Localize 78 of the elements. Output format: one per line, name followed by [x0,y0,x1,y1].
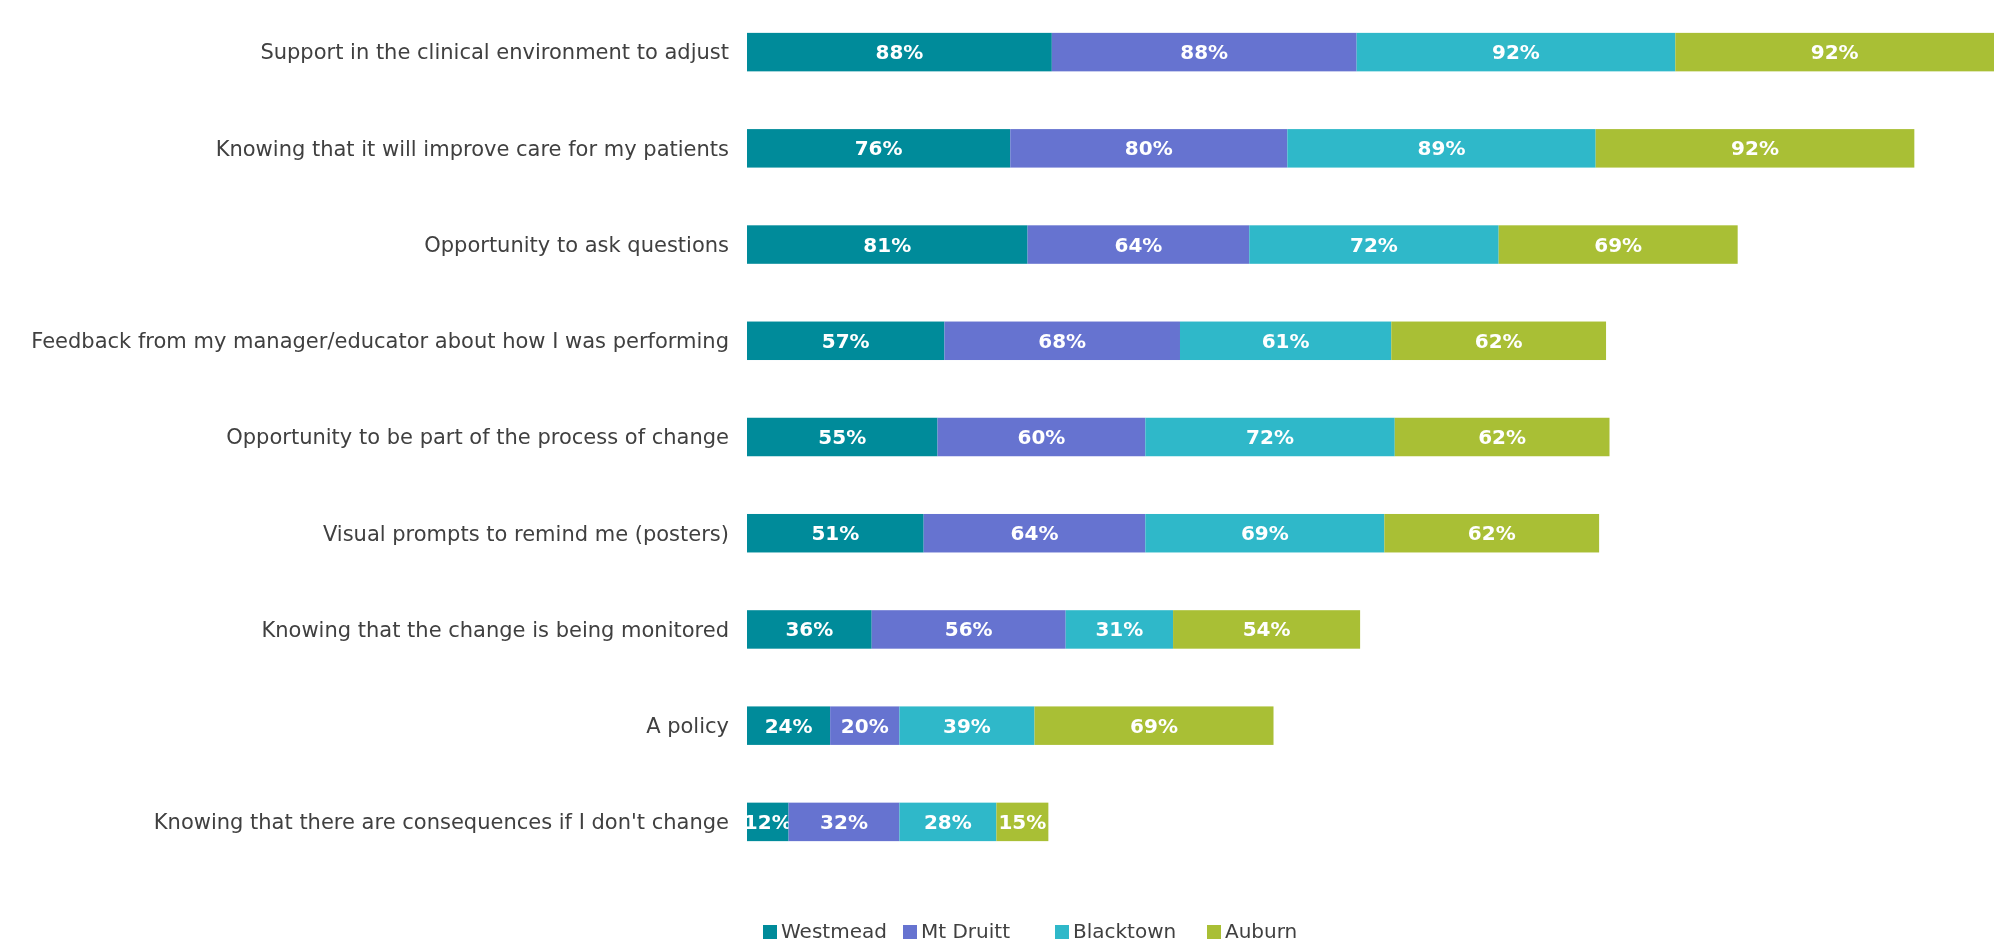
legend-label: Mt Druitt [921,919,1011,943]
data-label: 32% [820,809,868,834]
bar [871,610,1066,649]
data-label: 54% [1242,617,1291,642]
data-label: 68% [1038,328,1087,353]
data-label: 80% [1124,136,1173,161]
y-tick-label: Knowing that it will improve care for my patients [215,136,729,161]
bar [747,321,945,361]
bar [1179,321,1392,361]
data-label: 60% [1017,425,1066,449]
bar [1051,32,1357,72]
bar [1249,225,1499,264]
bar [899,706,1035,745]
bar [1287,129,1596,168]
data-label: 88% [1180,40,1229,65]
data-label: 92% [1492,40,1540,65]
legend-label: Auburn [1225,919,1298,943]
bar [1034,706,1274,745]
data-label: 62% [1467,521,1516,546]
data-label: 89% [1417,136,1466,161]
data-label: 39% [943,713,991,738]
data-label: 62% [1474,328,1523,353]
data-label: 56% [944,617,993,642]
bar [944,321,1180,361]
data-label: 28% [923,809,972,834]
data-label: 36% [785,617,834,642]
bar [1173,610,1361,649]
data-label: 92% [1810,40,1859,65]
y-tick-label: Knowing that the change is being monitored [261,617,729,642]
bar [1394,417,1610,457]
bar [1384,513,1600,553]
data-label: 88% [875,40,924,65]
data-label: 51% [811,521,860,546]
data-label: 72% [1350,232,1398,257]
data-label: 72% [1246,425,1294,449]
data-label: 62% [1478,425,1527,449]
data-label: 61% [1261,328,1310,353]
y-tick-label: Knowing that there are consequences if I don't change [153,810,729,835]
y-tick-label: Support in the clinical environment to adjust [260,40,729,65]
bar [1010,129,1288,168]
bar [747,32,1052,72]
y-tick-label: Visual prompts to remind me (posters) [322,521,729,546]
data-label: 81% [863,232,912,257]
data-label: 20% [840,713,889,738]
data-label: 57% [821,328,870,353]
data-label: 69% [1240,521,1289,546]
data-label: 64% [1010,521,1059,546]
bar [923,513,1146,553]
bar [747,129,1011,168]
bar [747,610,872,649]
bar [1065,610,1174,649]
y-tick-label: Feedback from my manager/educator about how I was performing [31,329,729,354]
bar [1145,513,1385,553]
y-tick-label: Opportunity to be part of the process of change [226,425,729,450]
data-label: 55% [818,425,867,449]
bar [1498,225,1738,264]
bar [747,513,924,553]
bar [1595,129,1915,168]
legend-label: Blacktown [1073,919,1177,943]
data-label: 64% [1114,232,1163,257]
bar [1391,321,1607,361]
data-label: 76% [854,136,903,161]
bar [937,417,1146,457]
data-label: 69% [1130,713,1178,738]
bar [1675,32,1994,72]
data-label: 31% [1095,617,1144,642]
data-label: 15% [998,809,1047,834]
data-label: 69% [1594,232,1643,257]
data-label: 92% [1731,136,1779,161]
bar [1145,417,1395,457]
bar [747,225,1028,264]
bar [747,417,938,457]
bar [1027,225,1250,264]
y-tick-label: Opportunity to ask questions [424,232,729,257]
data-label: 24% [764,713,813,738]
y-tick-label: A policy [646,714,729,739]
legend-label: Westmead [781,919,887,943]
bar [1356,32,1676,72]
